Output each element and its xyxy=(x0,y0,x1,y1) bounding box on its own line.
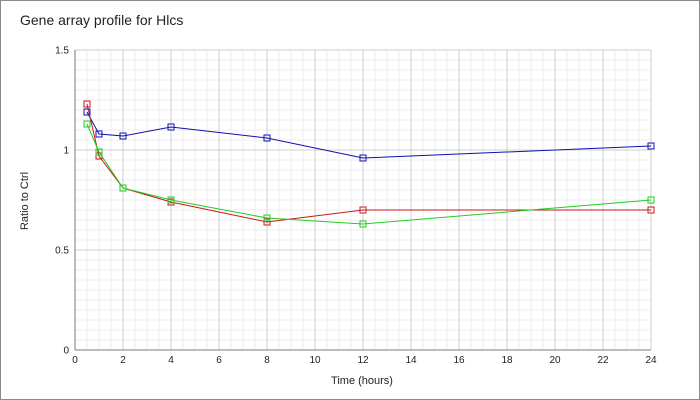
x-tick-label: 12 xyxy=(357,355,369,366)
axes xyxy=(74,50,651,351)
y-axis-label: Ratio to Ctrl xyxy=(19,172,31,230)
data-point-marker xyxy=(647,196,655,204)
data-point-marker xyxy=(359,154,367,162)
data-point-marker xyxy=(83,120,91,128)
data-point-marker xyxy=(119,132,127,140)
chart-title: Gene array profile for Hlcs xyxy=(20,12,184,28)
y-tick-label: 0.5 xyxy=(55,246,69,257)
data-point-marker xyxy=(647,206,655,214)
x-tick-label: 0 xyxy=(72,355,78,366)
x-tick-label: 2 xyxy=(120,355,126,366)
x-tick-label: 4 xyxy=(168,355,174,366)
x-tick-label: 14 xyxy=(405,355,417,366)
data-point-marker xyxy=(167,123,175,131)
x-axis-ticks: 0 2 4 6 8 10 12 14 16 18 20 22 24 xyxy=(72,355,657,366)
x-tick-label: 8 xyxy=(264,355,270,366)
data-point-marker xyxy=(95,130,103,138)
data-point-marker xyxy=(95,148,103,156)
data-point-marker xyxy=(263,134,271,142)
series-3 xyxy=(83,120,655,228)
x-tick-label: 22 xyxy=(597,355,609,366)
y-tick-label: 1.5 xyxy=(55,46,69,57)
data-point-marker xyxy=(167,196,175,204)
data-point-marker xyxy=(83,108,91,116)
x-tick-label: 6 xyxy=(216,355,222,366)
x-tick-label: 24 xyxy=(645,355,657,366)
series-line xyxy=(86,123,652,225)
x-tick-label: 18 xyxy=(501,355,513,366)
x-tick-label: 20 xyxy=(549,355,561,366)
series-line xyxy=(86,111,652,159)
data-point-marker xyxy=(119,184,127,192)
x-tick-label: 16 xyxy=(453,355,465,366)
data-point-marker xyxy=(83,100,91,108)
data-point-marker xyxy=(263,218,271,226)
data-point-marker xyxy=(263,214,271,222)
series-1 xyxy=(83,108,655,162)
data-point-marker xyxy=(359,220,367,228)
series-line xyxy=(86,103,651,223)
x-tick-label: 10 xyxy=(309,355,321,366)
data-point-marker xyxy=(647,142,655,150)
y-tick-label: 0 xyxy=(63,346,69,357)
y-axis-ticks: 0 0.5 1 1.5 xyxy=(55,46,69,357)
x-axis-label: Time (hours) xyxy=(331,375,393,387)
y-tick-label: 1 xyxy=(63,146,69,157)
series-layer xyxy=(83,100,655,228)
data-point-marker xyxy=(359,206,367,214)
